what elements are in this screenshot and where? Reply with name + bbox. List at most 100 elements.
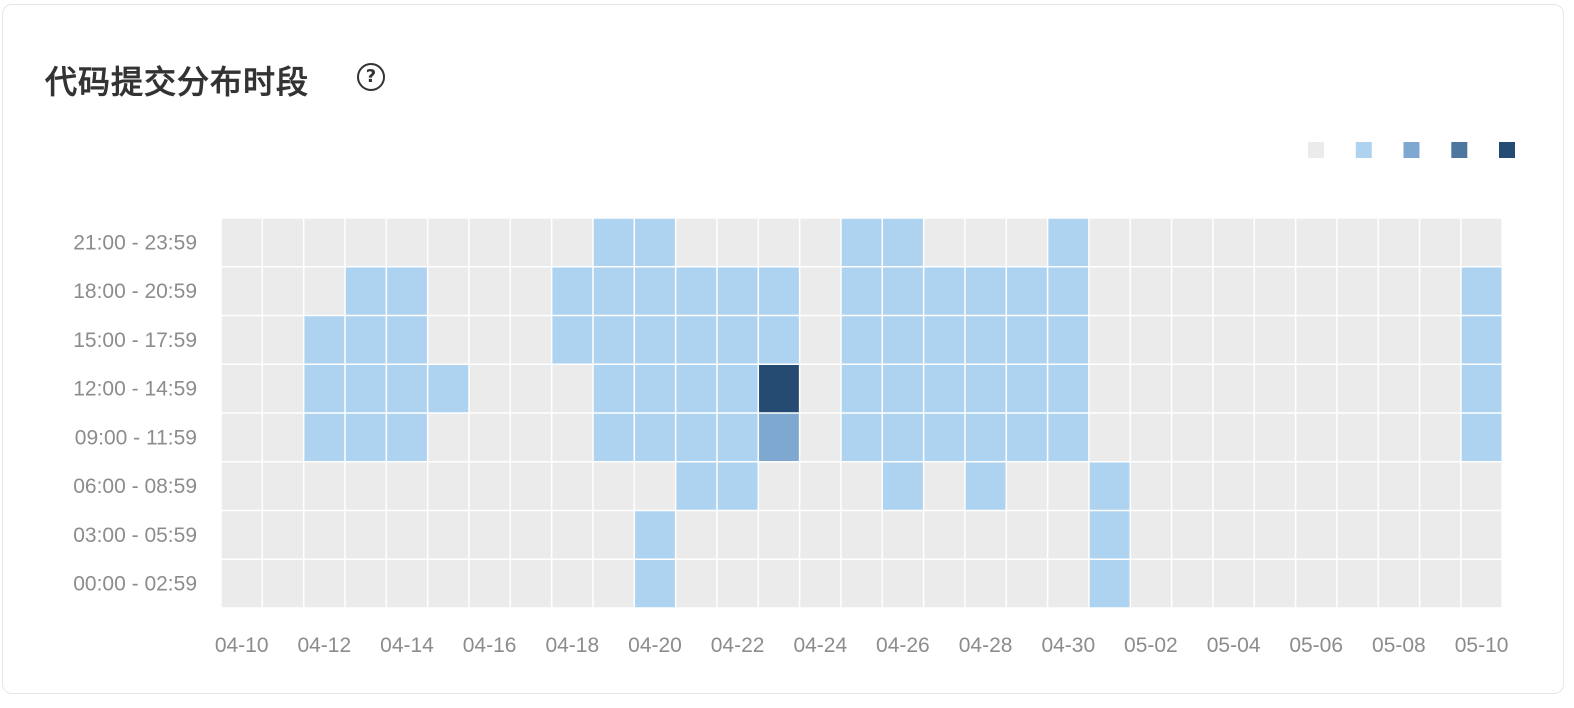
heatmap-cell[interactable] — [1420, 560, 1461, 608]
heatmap-cell[interactable] — [759, 218, 799, 266]
heatmap-cell[interactable] — [1255, 218, 1295, 266]
heatmap-cell[interactable] — [593, 413, 634, 461]
heatmap-cell[interactable] — [1461, 511, 1502, 559]
heatmap-cell[interactable] — [1255, 413, 1295, 461]
heatmap-cell[interactable] — [676, 462, 717, 510]
heatmap-cell[interactable] — [924, 413, 965, 461]
heatmap-cell[interactable] — [883, 267, 923, 315]
heatmap-cell[interactable] — [924, 316, 965, 364]
heatmap-cell[interactable] — [345, 365, 386, 413]
heatmap-cell[interactable] — [1296, 218, 1337, 266]
heatmap-cell[interactable] — [387, 267, 427, 315]
heatmap-cell[interactable] — [221, 316, 262, 364]
heatmap-cell[interactable] — [304, 560, 345, 608]
heatmap-cell[interactable] — [1378, 218, 1419, 266]
heatmap-cell[interactable] — [593, 511, 634, 559]
heatmap-cell[interactable] — [965, 511, 1006, 559]
heatmap-cell[interactable] — [924, 511, 965, 559]
heatmap-cell[interactable] — [717, 511, 758, 559]
heatmap-cell[interactable] — [800, 365, 841, 413]
heatmap-cell[interactable] — [1337, 316, 1378, 364]
heatmap-cell[interactable] — [841, 316, 882, 364]
heatmap-cell[interactable] — [1089, 462, 1130, 510]
heatmap-cell[interactable] — [676, 413, 717, 461]
heatmap-cell[interactable] — [387, 560, 427, 608]
heatmap-cell[interactable] — [552, 560, 593, 608]
heatmap-cell[interactable] — [345, 316, 386, 364]
heatmap-cell[interactable] — [511, 511, 551, 559]
heatmap-cell[interactable] — [428, 560, 469, 608]
heatmap-cell[interactable] — [552, 462, 593, 510]
heatmap-cell[interactable] — [304, 413, 345, 461]
heatmap-cell[interactable] — [221, 413, 262, 461]
heatmap-cell[interactable] — [676, 511, 717, 559]
heatmap-cell[interactable] — [428, 462, 469, 510]
heatmap-cell[interactable] — [1337, 462, 1378, 510]
heatmap-cell[interactable] — [800, 267, 841, 315]
heatmap-cell[interactable] — [635, 511, 675, 559]
heatmap-cell[interactable] — [428, 267, 469, 315]
question-circle-icon[interactable]: ? — [357, 63, 385, 91]
heatmap-cell[interactable] — [387, 511, 427, 559]
heatmap-cell[interactable] — [552, 316, 593, 364]
heatmap-cell[interactable] — [635, 413, 675, 461]
heatmap-cell[interactable] — [1255, 462, 1295, 510]
legend-swatch[interactable] — [1355, 142, 1372, 158]
heatmap-cell[interactable] — [800, 462, 841, 510]
heatmap-cell[interactable] — [1172, 413, 1213, 461]
heatmap-cell[interactable] — [387, 218, 427, 266]
heatmap-cell[interactable] — [1213, 511, 1254, 559]
heatmap-cell[interactable] — [1089, 365, 1130, 413]
heatmap-cell[interactable] — [1048, 365, 1089, 413]
heatmap-cell[interactable] — [304, 218, 345, 266]
heatmap-cell[interactable] — [717, 560, 758, 608]
heatmap-cell[interactable] — [1255, 365, 1295, 413]
heatmap-cell[interactable] — [511, 413, 551, 461]
heatmap-cell[interactable] — [263, 365, 303, 413]
heatmap-cell[interactable] — [263, 316, 303, 364]
heatmap-cell[interactable] — [1378, 511, 1419, 559]
heatmap-cell[interactable] — [1461, 462, 1502, 510]
heatmap-cell[interactable] — [676, 560, 717, 608]
heatmap-cell[interactable] — [469, 218, 510, 266]
heatmap-cell[interactable] — [1420, 267, 1461, 315]
legend-swatch[interactable] — [1403, 142, 1420, 158]
legend-swatch[interactable] — [1499, 142, 1515, 158]
heatmap-cell[interactable] — [1007, 413, 1047, 461]
heatmap-cell[interactable] — [841, 267, 882, 315]
heatmap-cell[interactable] — [1007, 511, 1047, 559]
heatmap-cell[interactable] — [1213, 218, 1254, 266]
heatmap-cell[interactable] — [1337, 365, 1378, 413]
heatmap-cell[interactable] — [1172, 560, 1213, 608]
heatmap-cell[interactable] — [883, 462, 923, 510]
heatmap-cell[interactable] — [1172, 462, 1213, 510]
heatmap-cell[interactable] — [1255, 560, 1295, 608]
heatmap-cell[interactable] — [345, 413, 386, 461]
heatmap-cell[interactable] — [1461, 316, 1502, 364]
heatmap-cell[interactable] — [717, 365, 758, 413]
heatmap-cell[interactable] — [263, 462, 303, 510]
heatmap-cell[interactable] — [965, 413, 1006, 461]
heatmap-cell[interactable] — [1255, 316, 1295, 364]
heatmap-cell[interactable] — [221, 462, 262, 510]
heatmap-cell[interactable] — [965, 462, 1006, 510]
heatmap-cell[interactable] — [1089, 316, 1130, 364]
heatmap-cell[interactable] — [511, 316, 551, 364]
heatmap-cell[interactable] — [469, 316, 510, 364]
heatmap-cell[interactable] — [1420, 365, 1461, 413]
heatmap-cell[interactable] — [1296, 267, 1337, 315]
heatmap-cell[interactable] — [469, 365, 510, 413]
heatmap-cell[interactable] — [717, 413, 758, 461]
heatmap-cell[interactable] — [1296, 560, 1337, 608]
heatmap-cell[interactable] — [924, 267, 965, 315]
heatmap-cell[interactable] — [221, 560, 262, 608]
heatmap-cell[interactable] — [841, 218, 882, 266]
heatmap-cell[interactable] — [221, 511, 262, 559]
heatmap-cell[interactable] — [469, 462, 510, 510]
heatmap-cell[interactable] — [883, 218, 923, 266]
heatmap-cell[interactable] — [800, 511, 841, 559]
heatmap-cell[interactable] — [387, 462, 427, 510]
heatmap-cell[interactable] — [1089, 413, 1130, 461]
heatmap-cell[interactable] — [1131, 316, 1171, 364]
heatmap-cell[interactable] — [1213, 413, 1254, 461]
